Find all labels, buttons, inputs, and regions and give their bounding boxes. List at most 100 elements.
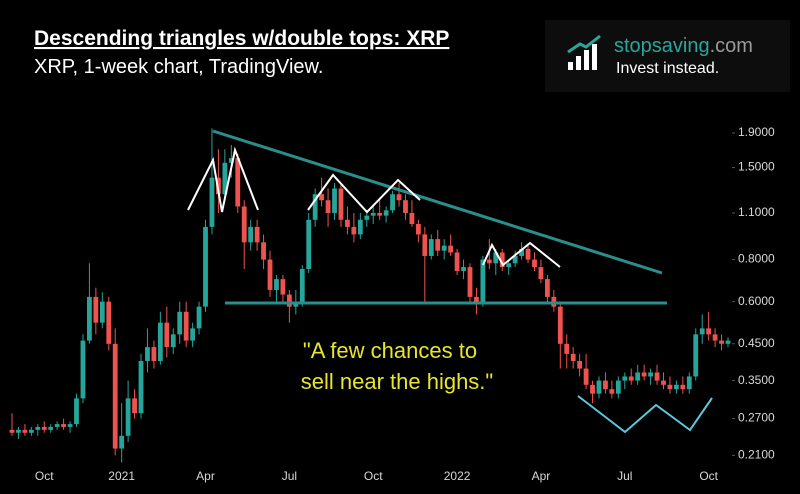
candle-body [454,252,460,271]
candle-body [590,384,595,394]
y-tick-label: 0.2100 [738,448,775,462]
candle-body [648,372,653,377]
candle-body [661,380,666,385]
x-tick-label: 2021 [108,469,135,483]
candle-body [67,424,73,427]
logo-name: stopsaving.com [614,35,753,57]
y-tick-label: 0.6000 [738,294,775,308]
logo-tagline: Invest instead. [616,60,719,77]
logo-icon [576,56,581,70]
candle-body [235,158,241,207]
candle-body [422,234,428,256]
candle-body [448,245,454,253]
candle-body [190,328,196,341]
candle-body [577,361,583,369]
candle-body [441,245,447,251]
candle-body [544,279,550,297]
candle-body [87,296,92,341]
logo-icon [568,62,573,70]
candle-body [390,194,395,211]
double-top [482,241,561,268]
candle-body [699,328,705,335]
candle-body [461,267,466,271]
candle-body [538,267,544,280]
candle-body [312,194,318,220]
candle-body [177,311,183,335]
candle-body [357,219,363,235]
candle-body [332,188,337,213]
candle-body [486,259,492,264]
candle-body [506,263,512,268]
x-tick-label: Apr [196,469,215,483]
candle-body [603,380,608,390]
candle-body [480,259,486,302]
candle-body [222,162,228,195]
candle-body [119,435,125,449]
candle-body [261,242,266,260]
logo-icon [592,44,597,70]
candle-body [377,212,383,216]
candle-body [196,306,202,329]
candle-body [106,301,112,344]
candle-body [499,252,505,268]
candle-body [409,212,415,225]
candle-body [170,334,176,348]
annotation: sell near the highs." [301,369,493,394]
x-tick-label: Jul [617,469,632,483]
candle-body [712,334,718,341]
y-tick-label: 1.1000 [738,205,775,219]
candle-body [415,224,421,235]
candle-body [157,322,163,362]
candle-body [254,226,260,243]
candle-body [525,248,531,260]
candle-body [299,269,305,302]
candle-body [61,424,67,427]
candle-body [570,353,576,362]
candle-body [112,343,118,449]
candle-body [609,389,615,394]
candle-body [209,177,215,227]
double-bottom [577,395,713,434]
candle-body [286,294,292,307]
candle-body [673,384,679,390]
chart-subtitle: XRP, 1-week chart, TradingView. [34,56,323,78]
annotation: "A few chances to [303,338,477,363]
candle-body [693,334,699,377]
x-tick-label: Jul [282,469,297,483]
y-tick-label: 0.4500 [738,336,775,350]
y-tick-label: 1.9000 [738,125,775,139]
candle-body [28,429,34,433]
candle-body [686,376,692,390]
candle-body [519,248,524,256]
candle-body [706,328,712,335]
candle-body [228,158,234,163]
candle-body [351,226,357,235]
resistance-line [212,129,663,275]
candle-body [396,194,402,201]
candle-body [641,372,647,377]
plot: 1.9000 1.5000 1.1000 0.8000 0.6000 0.4500 0.35… [9,125,775,483]
candle-body [248,226,254,243]
candle-body [403,200,408,213]
candle-body [9,429,15,433]
candle-body [628,376,634,381]
logo-icon [584,50,589,70]
candle-body [345,219,350,227]
candle-body [280,279,286,295]
double-top [307,173,421,214]
logo-brand: stopsaving [614,35,710,57]
candle-body [145,347,150,362]
y-tick-label: 1.5000 [738,160,775,174]
candle-body [719,340,724,344]
candle-body [370,212,376,216]
candle-body [16,429,21,433]
candle-body [667,384,673,390]
candle-body [132,398,137,414]
candle-body [532,259,537,268]
candle-body [48,426,54,430]
candle-body [74,398,79,425]
candle-body [41,426,47,430]
candle-body [467,267,473,297]
candle-body [596,380,602,394]
